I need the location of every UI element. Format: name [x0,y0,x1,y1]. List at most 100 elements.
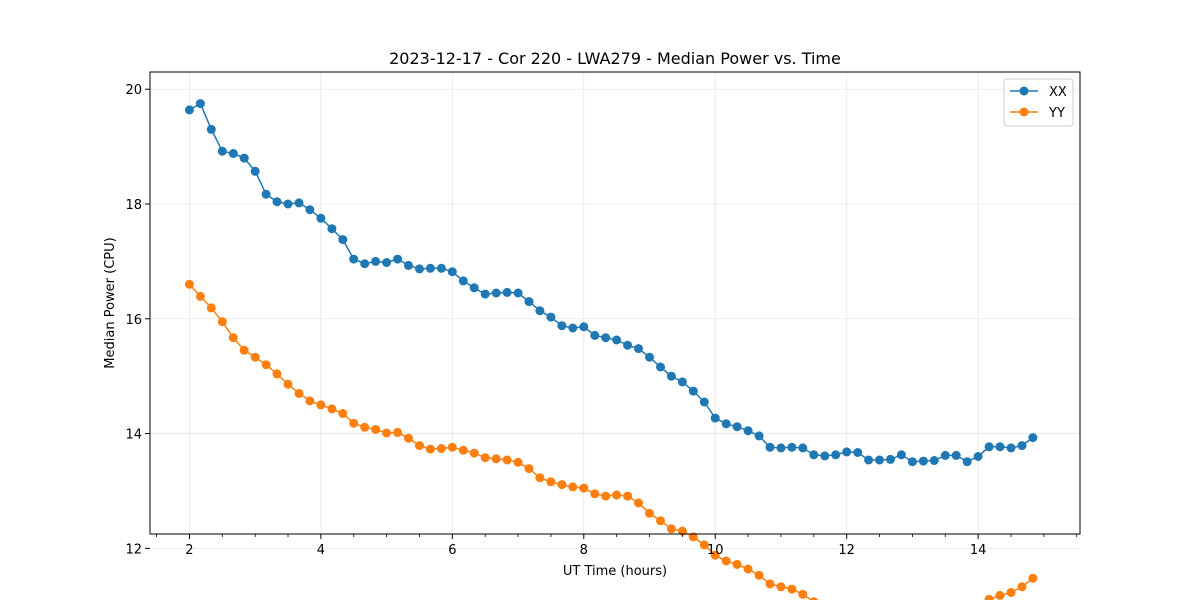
data-point-xx [688,386,698,396]
data-point-xx [590,330,600,340]
data-point-xx [338,235,348,245]
data-point-xx [184,105,194,115]
data-point-yy [798,589,808,599]
data-point-yy [228,333,238,343]
data-point-xx [677,377,687,387]
y-tick-label: 20 [125,83,142,98]
data-point-xx [425,263,435,273]
data-point-yy [579,483,589,493]
plot-frame [149,71,1081,535]
data-point-xx [579,322,589,332]
legend-marker-yy [1019,107,1029,117]
data-point-yy [535,473,545,483]
data-point-xx [480,289,490,299]
data-point-xx [623,340,633,350]
data-point-xx [557,321,567,331]
data-point-xx [875,455,884,465]
data-point-xx [283,199,293,209]
data-point-xx [721,419,731,429]
data-point-xx [809,450,819,460]
data-point-yy [984,594,994,600]
data-point-yy [688,532,698,542]
data-point-xx [853,448,863,457]
data-point-xx [918,456,928,466]
data-point-xx [995,442,1005,452]
data-point-xx [886,454,895,464]
data-point-yy [1017,582,1027,592]
data-point-xx [645,352,654,362]
data-point-yy [634,498,643,508]
data-point-xx [820,451,830,461]
data-point-yy [327,404,337,414]
data-point-xx [743,426,753,436]
data-point-yy [656,516,665,526]
data-point-xx [601,333,611,343]
data-point-yy [743,564,753,574]
data-point-xx [929,456,939,465]
x-tick-label: 12 [838,543,855,558]
data-point-yy [699,540,709,550]
y-tick-label: 18 [125,198,142,213]
data-point-xx [1006,443,1016,453]
data-point-xx [765,442,775,452]
data-point-yy [721,556,731,566]
data-point-xx [228,149,238,158]
data-point-yy [393,427,403,437]
data-point-xx [546,312,556,322]
data-point-xx [699,397,709,407]
data-point-yy [557,480,567,490]
data-point-yy [195,291,205,301]
data-point-xx [294,198,304,208]
data-point-xx [535,306,545,316]
data-point-yy [809,597,818,600]
data-point-yy [710,550,720,560]
data-point-yy [261,360,271,370]
data-point-yy [382,428,392,438]
data-point-xx [984,442,994,452]
data-point-yy [305,396,315,406]
data-point-yy [349,418,359,428]
data-point-yy [645,508,654,518]
data-point-xx [710,413,720,423]
data-point-yy [469,448,479,458]
data-point-xx [787,442,797,452]
x-axis-label: UT Time (hours) [563,564,667,579]
data-point-yy [491,454,501,464]
data-point-xx [250,166,260,176]
data-point-xx [469,283,479,293]
data-point-xx [272,197,282,207]
y-tick-label: 16 [125,313,142,328]
data-point-yy [458,445,468,455]
data-point-xx [415,264,424,274]
data-point-xx [404,260,413,270]
data-point-xx [217,146,227,156]
data-point-yy [513,457,523,467]
data-point-xx [907,457,917,467]
y-tick-label: 12 [125,542,142,557]
data-point-yy [436,444,446,453]
legend: XX YY [1003,78,1074,127]
data-point-xx [732,422,742,432]
data-point-yy [447,442,457,452]
data-point-yy [217,317,227,327]
data-point-yy [1028,573,1038,583]
data-point-yy [787,584,797,594]
data-point-yy [360,422,370,432]
data-point-xx [305,205,315,215]
legend-label-xx: XX [1049,85,1067,100]
data-point-yy [601,491,611,501]
data-point-yy [776,582,786,592]
data-point-yy [765,579,775,589]
data-point-yy [568,482,578,492]
data-point-xx [502,287,512,297]
data-point-xx [447,267,457,277]
data-point-xx [458,276,468,286]
data-point-yy [524,464,534,474]
data-point-xx [951,450,961,460]
data-point-yy [425,444,435,454]
data-point-xx [239,153,249,163]
data-point-xx [1017,441,1027,451]
x-tick-label: 14 [970,543,987,558]
data-point-xx [962,457,972,467]
